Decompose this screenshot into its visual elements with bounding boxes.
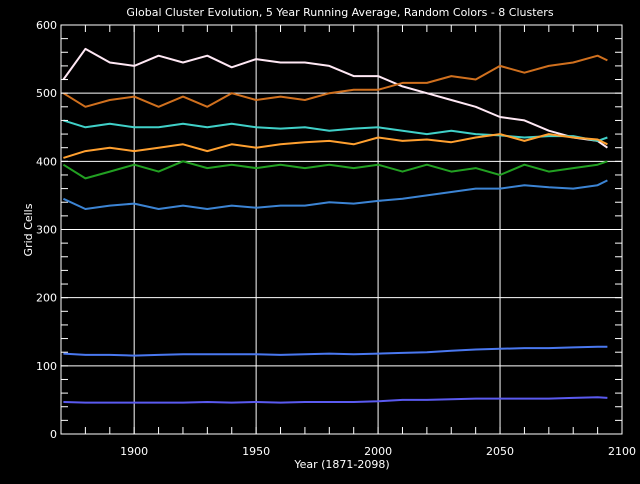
- y-tick-label: 600: [36, 19, 57, 32]
- y-axis-label: Grid Cells: [22, 203, 35, 256]
- x-tick-label: 2100: [608, 445, 636, 458]
- y-tick-label: 100: [36, 360, 57, 373]
- y-tick-label: 200: [36, 292, 57, 305]
- y-tick-label: 400: [36, 155, 57, 168]
- x-tick-label: 2000: [364, 445, 392, 458]
- x-tick-label: 1900: [120, 445, 148, 458]
- y-tick-label: 500: [36, 87, 57, 100]
- ticks: 1900 1950 2000 2050 2100 0 100 200 300 400 500 600: [36, 19, 636, 458]
- grid: [61, 25, 622, 434]
- x-tick-label: 2050: [486, 445, 514, 458]
- y-tick-label: 300: [36, 224, 57, 237]
- series-line-5: [62, 160, 608, 180]
- series-line-3: [63, 119, 608, 142]
- series-group: [62, 47, 608, 404]
- x-axis-label: Year (1871-2098): [293, 458, 389, 471]
- series-line-8: [63, 396, 608, 404]
- series-line-7: [63, 345, 608, 357]
- series-line-2: [62, 54, 608, 108]
- x-tick-label: 1950: [242, 445, 270, 458]
- y-tick-label: 0: [50, 428, 57, 441]
- series-line-6: [62, 179, 608, 210]
- chart-title: Global Cluster Evolution, 5 Year Running…: [126, 6, 553, 19]
- series-line-1: [62, 47, 608, 149]
- series-line-4: [63, 133, 608, 159]
